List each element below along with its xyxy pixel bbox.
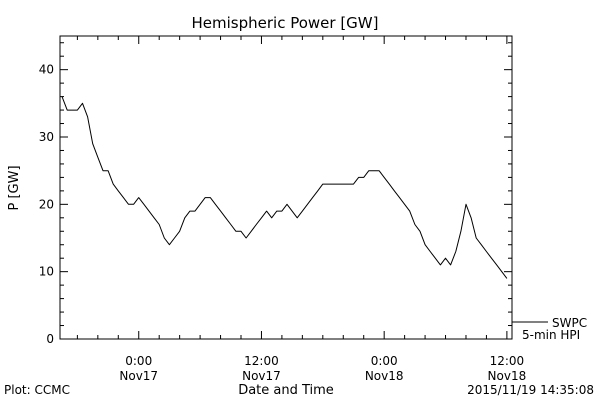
y-axis-label: P [GW] (7, 165, 22, 210)
x-tick-label-time: 12:00 (490, 354, 525, 368)
y-tick-label: 10 (39, 265, 54, 279)
plot-frame (59, 35, 513, 340)
chart-title: Hemispheric Power [GW] (192, 14, 379, 32)
x-tick-label-time: 0:00 (125, 354, 152, 368)
y-axis: 0 10 20 30 40 (39, 42, 512, 346)
footer-timestamp: 2015/11/19 14:35:08 (467, 383, 594, 397)
y-tick-label: 20 (39, 197, 54, 211)
x-axis: 0:00Nov1712:00Nov170:00Nov1812:00Nov180:… (76, 36, 527, 383)
x-tick-label-date: Nov17 (119, 369, 158, 383)
y-tick-label: 30 (39, 130, 54, 144)
y-tick-label: 0 (46, 332, 54, 346)
x-tick-label-date: Nov18 (365, 369, 404, 383)
legend: SWPC 5-min HPI (512, 316, 587, 342)
legend-entry-swpc: SWPC (552, 316, 587, 330)
series-line-swpc (61, 96, 508, 279)
x-axis-label: Date and Time (238, 383, 334, 398)
legend-entry-hpi: 5-min HPI (522, 328, 580, 342)
x-tick-label-date: Nov17 (242, 369, 281, 383)
footer-credit: Plot: CCMC (4, 383, 70, 397)
x-tick-label-time: 0:00 (371, 354, 398, 368)
x-tick-label-date: Nov18 (488, 369, 527, 383)
x-tick-label-time: 12:00 (244, 354, 279, 368)
y-tick-label: 40 (39, 63, 54, 77)
